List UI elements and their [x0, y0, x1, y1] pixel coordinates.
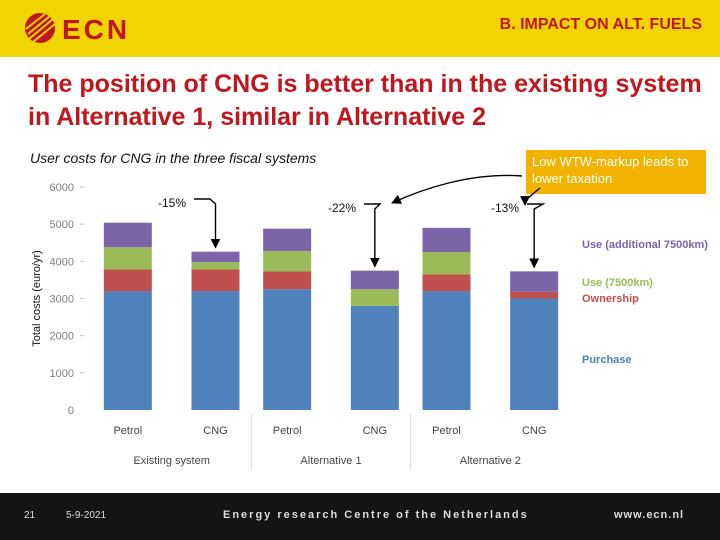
- group-label: Alternative 1: [300, 455, 361, 467]
- bar-segment: [263, 289, 312, 410]
- bar-segment: [510, 291, 559, 299]
- chart-subtitle: User costs for CNG in the three fiscal s…: [30, 150, 317, 166]
- percent-annotation: -22%: [328, 201, 356, 215]
- bar-segment: [103, 269, 152, 292]
- footer-organization: Energy research Centre of the Netherland…: [223, 509, 529, 521]
- bar-segment: [263, 228, 312, 251]
- bar-segment: [510, 271, 559, 292]
- footer-date: 5-9-2021: [66, 510, 107, 521]
- percent-annotation: -13%: [491, 201, 519, 215]
- category-label: CNG: [363, 425, 387, 437]
- y-axis-label: Total costs (euro/yr): [31, 250, 43, 347]
- bar-segment: [263, 271, 312, 290]
- annotation-arrow: [194, 198, 221, 249]
- annotation-arrow: [527, 203, 546, 269]
- category-label: Petrol: [113, 425, 142, 437]
- callout-arrow-1: [391, 174, 523, 204]
- section-label: B. IMPACT ON ALT. FUELS: [499, 16, 702, 33]
- group-label: Existing system: [133, 455, 209, 467]
- chart-text-layer: 0 1000 2000 3000 4000 5000 6000 Total costs (eu…: [31, 182, 546, 467]
- category-label: CNG: [522, 425, 546, 437]
- legend-purchase: Purchase: [582, 354, 632, 366]
- category-label: CNG: [203, 425, 227, 437]
- bar-segment: [191, 251, 240, 263]
- bar-segment: [103, 247, 152, 270]
- category-label: Petrol: [273, 425, 302, 437]
- footer-url: www.ecn.nl: [614, 509, 685, 521]
- y-tick-label: 6000: [50, 182, 74, 194]
- gridlines: [80, 186, 412, 470]
- ecn-logo-icon: [25, 13, 56, 43]
- bar-segment: [191, 269, 240, 292]
- percent-annotation: -15%: [158, 196, 186, 210]
- legend-use: Use (7500km): [582, 277, 653, 289]
- footer-bar: 21 5-9-2021 Energy research Centre of th…: [0, 493, 720, 540]
- bar-segment: [422, 227, 471, 253]
- ecn-logo: ECN: [25, 13, 130, 45]
- y-tick-label: 4000: [50, 256, 74, 268]
- callout-arrow-2: [520, 187, 541, 206]
- y-tick-label: 5000: [50, 219, 74, 231]
- legend-use-additional: Use (additional 7500km): [582, 239, 708, 251]
- bar-segment: [422, 252, 471, 275]
- bar-segment: [350, 289, 399, 306]
- y-tick-label: 0: [68, 405, 74, 417]
- bar-layer: [103, 222, 559, 410]
- cost-chart: 0 1000 2000 3000 4000 5000 6000 Total costs (eu…: [31, 174, 559, 470]
- annotation-arrow: [364, 203, 382, 268]
- bar-segment: [422, 291, 471, 410]
- bar-segment: [103, 222, 152, 248]
- legend-ownership: Ownership: [582, 293, 639, 305]
- bar-segment: [350, 270, 399, 290]
- y-tick-label: 3000: [50, 294, 74, 306]
- header-bar: ECN B. IMPACT ON ALT. FUELS: [0, 0, 720, 57]
- bar-segment: [191, 291, 240, 410]
- bar-segment: [191, 262, 240, 270]
- page-number: 21: [24, 510, 36, 521]
- bar-segment: [422, 274, 471, 292]
- group-label: Alternative 2: [460, 455, 521, 467]
- arrow-layer: [194, 174, 546, 269]
- bar-segment: [263, 250, 312, 272]
- slide-title: The position of CNG is better than in th…: [28, 70, 702, 131]
- category-label: Petrol: [432, 425, 461, 437]
- bar-segment: [350, 305, 399, 410]
- callout-box: Low WTW-markup leads to lower taxation: [526, 150, 706, 194]
- y-tick-label: 2000: [50, 331, 74, 343]
- bar-segment: [510, 298, 559, 410]
- ecn-logo-text: ECN: [62, 14, 130, 45]
- bar-segment: [103, 291, 152, 410]
- y-tick-label: 1000: [50, 368, 74, 380]
